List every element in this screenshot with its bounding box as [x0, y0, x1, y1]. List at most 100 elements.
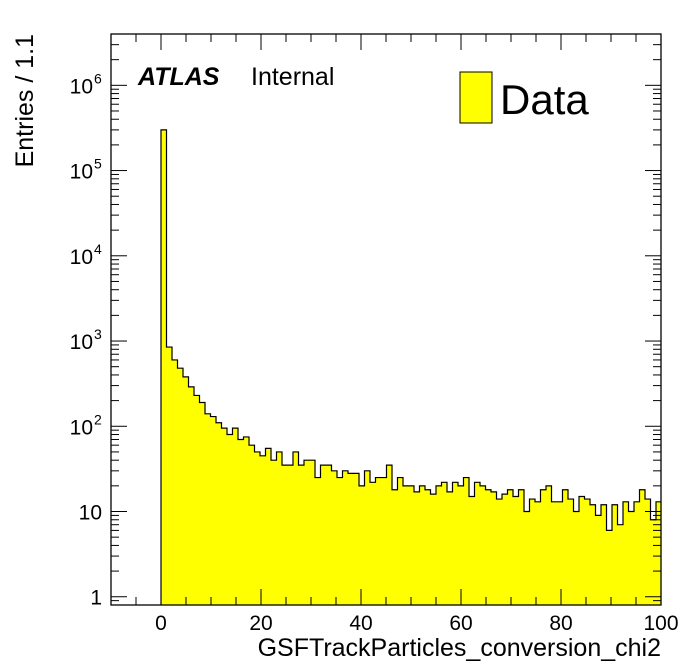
histogram-bar [430, 494, 437, 605]
x-tick-label: 100 [643, 612, 678, 635]
histogram-bar [276, 451, 283, 605]
histogram-bar [194, 395, 201, 605]
histogram-bar [199, 402, 206, 605]
histogram-bar [425, 489, 432, 605]
histogram-bar [463, 477, 470, 605]
y-axis-title: Entries / 1.1 [11, 34, 39, 167]
histogram-bar [254, 451, 261, 605]
histogram-bar [469, 496, 476, 605]
histogram-bar [617, 524, 624, 605]
histogram-bar [546, 485, 553, 605]
histogram-bar [595, 515, 602, 605]
histogram-bar [634, 501, 641, 605]
histogram-bar [370, 482, 377, 605]
histogram-bar [353, 473, 360, 605]
histogram-bar [623, 501, 630, 605]
histogram-bar [502, 494, 509, 605]
y-tick-label: 10 [79, 502, 102, 525]
histogram-bar [606, 530, 613, 605]
histogram-bar [414, 491, 421, 605]
histogram-bar [232, 428, 239, 605]
y-tick-label: 10 [70, 416, 93, 439]
histogram-bar [540, 489, 547, 605]
histogram-bar [337, 477, 344, 605]
x-tick-label: 80 [549, 612, 572, 635]
atlas-label: ATLAS [137, 63, 220, 91]
histogram-bar [656, 501, 662, 605]
histogram-bar [601, 504, 608, 605]
histogram-bar [529, 499, 536, 605]
histogram-bar [381, 477, 388, 605]
histogram-bar [573, 511, 580, 605]
histogram-bar [205, 413, 212, 605]
x-tick-label: 20 [249, 612, 272, 635]
histogram-bar [524, 511, 531, 605]
histogram-bar [320, 465, 327, 605]
histogram-bar [491, 491, 498, 605]
histogram-bar [249, 445, 256, 605]
histogram-bar [304, 460, 311, 605]
y-tick-label-exponent: 3 [94, 326, 102, 342]
histogram-bar [293, 451, 300, 605]
histogram-bar [216, 422, 223, 605]
histogram-bar [645, 499, 652, 605]
histogram-bar [210, 416, 217, 605]
internal-label: Internal [251, 63, 334, 91]
histogram-bar [177, 368, 184, 605]
histogram-bar [480, 485, 487, 605]
histogram-bar [535, 501, 542, 605]
histogram-bar [221, 428, 228, 605]
histogram-bar [326, 465, 333, 605]
histogram-bar [590, 504, 597, 605]
x-tick-label: 0 [155, 612, 167, 635]
histogram-bar [309, 460, 316, 605]
histogram-bar [331, 470, 338, 605]
histogram-bar [172, 359, 179, 605]
histogram-bar [166, 347, 173, 605]
histogram-bar [579, 496, 586, 605]
histogram-bar [238, 439, 245, 605]
histogram-bar [474, 482, 481, 605]
histogram-bar [436, 485, 443, 605]
histogram-bar [628, 511, 635, 605]
legend-swatch [459, 71, 493, 124]
x-tick-label: 60 [449, 612, 472, 635]
y-tick-label: 10 [70, 75, 93, 98]
histogram-bar [188, 386, 195, 605]
y-tick-label: 1 [90, 587, 102, 610]
histogram-bar [518, 489, 525, 605]
histogram-bar [359, 485, 366, 605]
histogram-bar [584, 499, 591, 605]
axis-ticks [110, 33, 662, 606]
histogram-bar [419, 485, 426, 605]
histogram-bar [551, 501, 558, 605]
y-tick-label: 10 [70, 161, 93, 184]
histogram-bar [364, 470, 371, 605]
histogram-bar [183, 376, 190, 605]
histogram-bar [342, 470, 349, 605]
histogram-bar [403, 485, 410, 605]
histogram-bar [386, 465, 393, 605]
histogram-bar [639, 489, 646, 605]
histogram-bar [568, 499, 575, 605]
histogram-bar [408, 485, 415, 605]
histogram-bar [557, 501, 564, 605]
y-tick-label: 10 [70, 331, 93, 354]
histogram-bar [447, 491, 454, 605]
x-tick-label: 40 [349, 612, 372, 635]
y-tick-label-exponent: 2 [94, 411, 102, 427]
y-tick-label-exponent: 5 [94, 156, 102, 172]
y-tick-label: 10 [70, 246, 93, 269]
histogram-bar [496, 499, 503, 605]
histogram-bars [160, 129, 662, 605]
histogram-bar [507, 489, 514, 605]
histogram-bar [243, 436, 250, 605]
histogram-bar [441, 482, 448, 605]
histogram-bar [513, 496, 520, 605]
histogram-bar [265, 448, 272, 605]
histogram-outline [160, 129, 661, 605]
histogram-bar [348, 473, 355, 605]
histogram-bar [375, 477, 382, 605]
x-axis-title: GSFTrackParticles_conversion_chi2 [258, 634, 661, 662]
